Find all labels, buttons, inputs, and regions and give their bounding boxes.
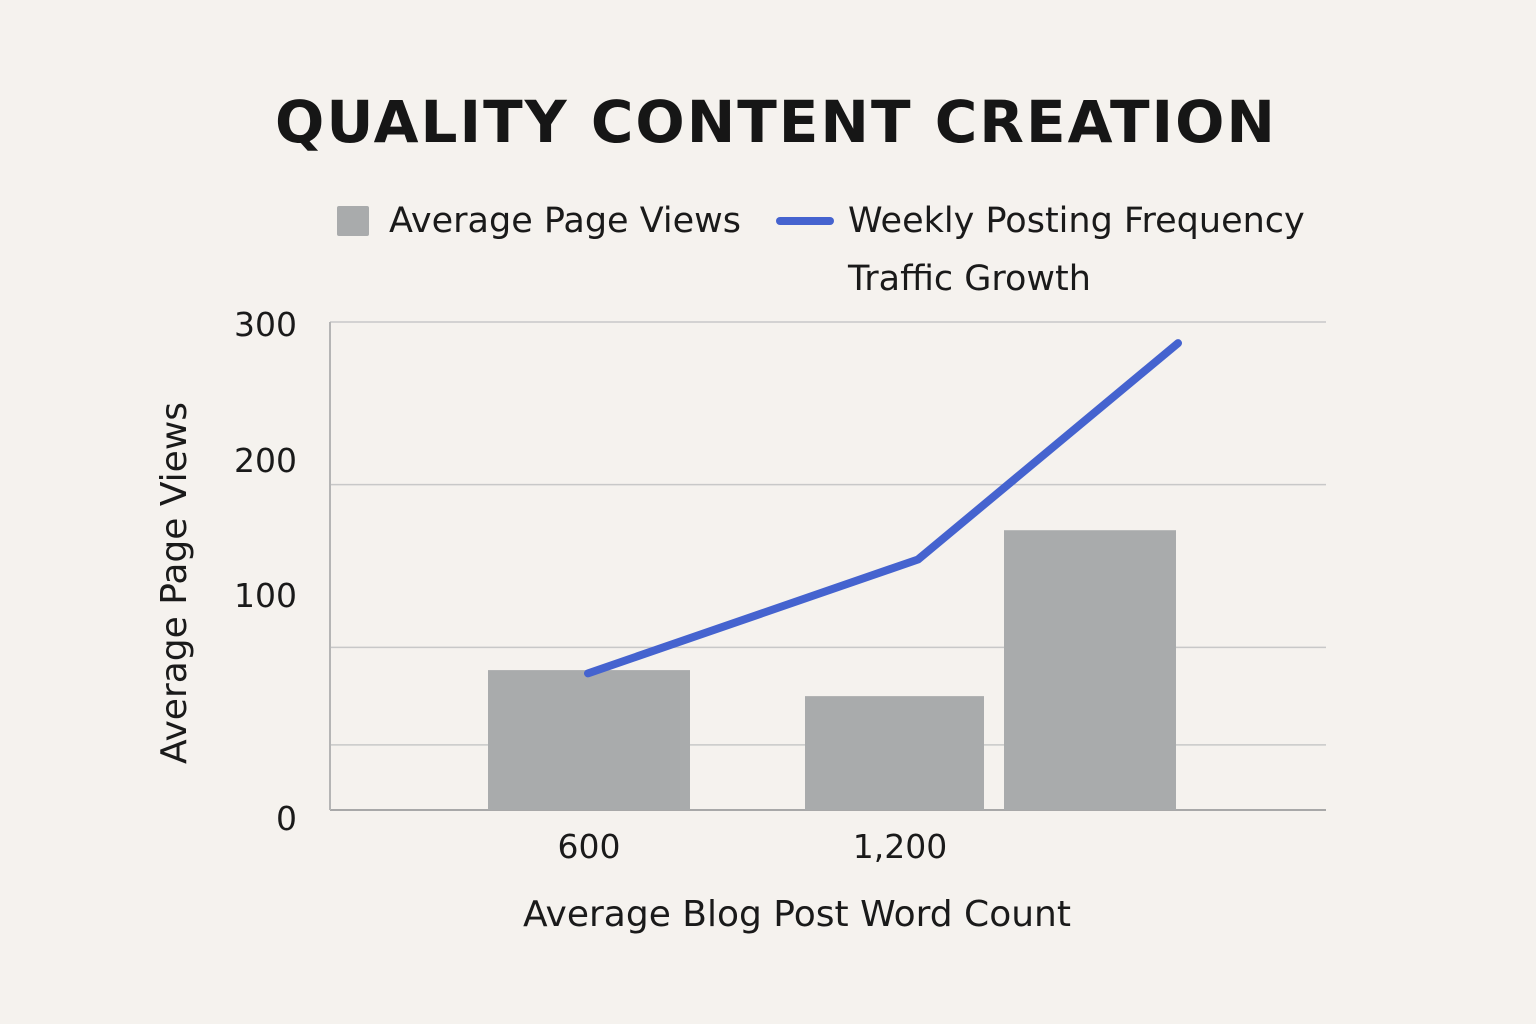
y-axis-label: Average Page Views xyxy=(154,402,195,764)
x-axis-label: Average Blog Post Word Count xyxy=(523,894,1071,935)
y-tick-label: 100 xyxy=(234,576,297,615)
x-tick-label: 600 xyxy=(558,827,621,866)
x-tick-labels: 600 1,200 xyxy=(558,827,948,866)
series-line-group xyxy=(584,339,1182,678)
bar xyxy=(1004,530,1176,810)
x-tick-label: 1,200 xyxy=(853,827,947,866)
y-tick-labels: 0 100 200 300 xyxy=(234,305,297,838)
bar xyxy=(805,696,984,810)
y-tick-label: 200 xyxy=(234,441,297,480)
bars xyxy=(488,530,1176,810)
bar xyxy=(488,670,690,810)
chart-title: QUALITY CONTENT CREATION xyxy=(275,88,1277,156)
legend-extra-traffic-growth: Traffic Growth xyxy=(847,259,1091,299)
y-tick-label: 0 xyxy=(276,799,297,838)
legend-swatch-page-views xyxy=(337,206,369,236)
legend-label-posting-frequency: Weekly Posting Frequency xyxy=(848,201,1305,241)
legend-label-page-views: Average Page Views xyxy=(389,201,741,241)
y-tick-label: 300 xyxy=(234,305,297,344)
legend: Average Page Views Weekly Posting Freque… xyxy=(337,201,1305,299)
